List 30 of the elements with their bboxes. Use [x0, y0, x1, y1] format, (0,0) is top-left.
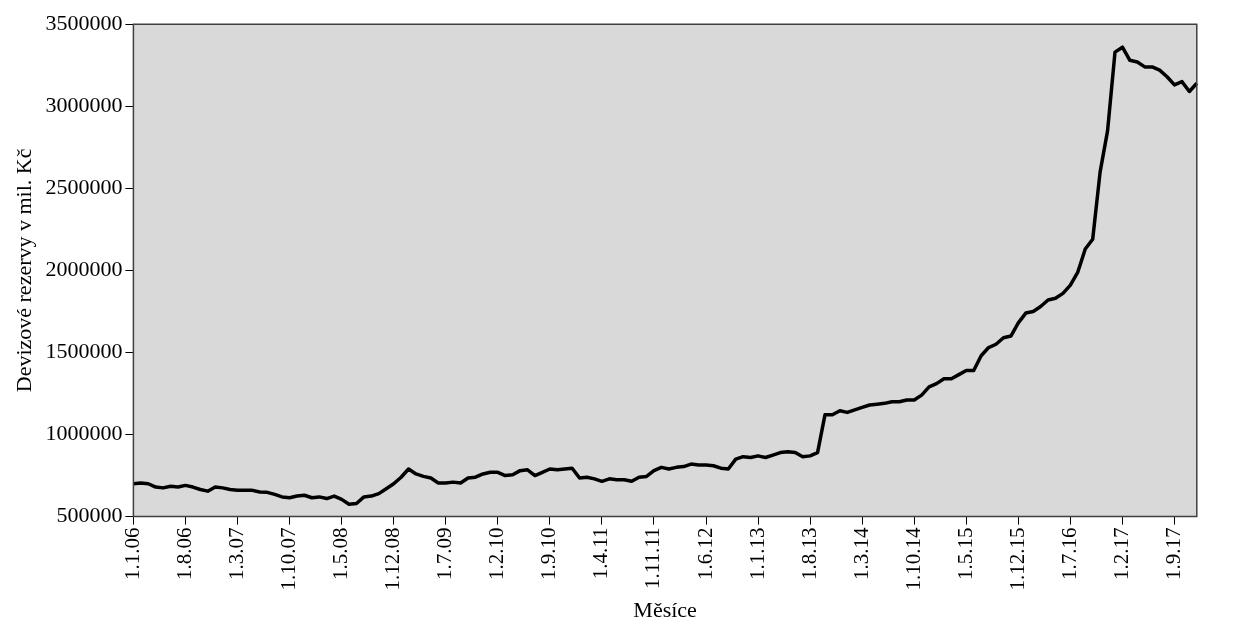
- x-axis-title: Měsíce: [633, 596, 697, 622]
- x-tick-label: 1.10.14: [900, 527, 925, 591]
- y-axis-title: Devizové rezervy v mil. Kč: [10, 148, 36, 393]
- x-tick-label: 1.5.15: [952, 527, 977, 581]
- x-tick-label: 1.11.11: [640, 527, 665, 590]
- x-tick-label: 1.12.15: [1004, 527, 1029, 591]
- x-tick-label: 1.12.08: [380, 527, 405, 591]
- x-tick-label: 1.2.17: [1108, 527, 1133, 581]
- y-tick-label: 1500000: [45, 338, 123, 364]
- x-tick-label: 1.1.13: [744, 527, 769, 581]
- y-tick-label: 2500000: [45, 174, 123, 200]
- x-tick-label: 1.9.10: [536, 527, 561, 581]
- x-tick-label: 1.3.14: [848, 527, 873, 581]
- x-tick-label: 1.4.11: [588, 527, 613, 580]
- y-tick-label: 3500000: [45, 9, 123, 35]
- x-tick-label: 1.8.13: [796, 527, 821, 581]
- x-tick-label: 1.3.07: [224, 527, 249, 581]
- x-tick-label: 1.5.08: [328, 527, 353, 581]
- x-tick-label: 1.1.06: [119, 527, 144, 581]
- y-tick-label: 500000: [56, 502, 123, 528]
- x-tick-label: 1.7.16: [1056, 527, 1081, 581]
- x-tick-label: 1.8.06: [171, 527, 196, 581]
- y-tick-label: 3000000: [45, 92, 123, 118]
- x-tick-label: 1.10.07: [276, 527, 301, 591]
- x-tick-label: 1.6.12: [692, 527, 717, 581]
- x-tick-label: 1.2.10: [484, 527, 509, 581]
- x-tick-label: 1.9.17: [1161, 527, 1186, 581]
- y-tick-label: 2000000: [45, 256, 123, 282]
- x-tick-label: 1.7.09: [432, 527, 457, 581]
- y-tick-label: 1000000: [45, 420, 123, 446]
